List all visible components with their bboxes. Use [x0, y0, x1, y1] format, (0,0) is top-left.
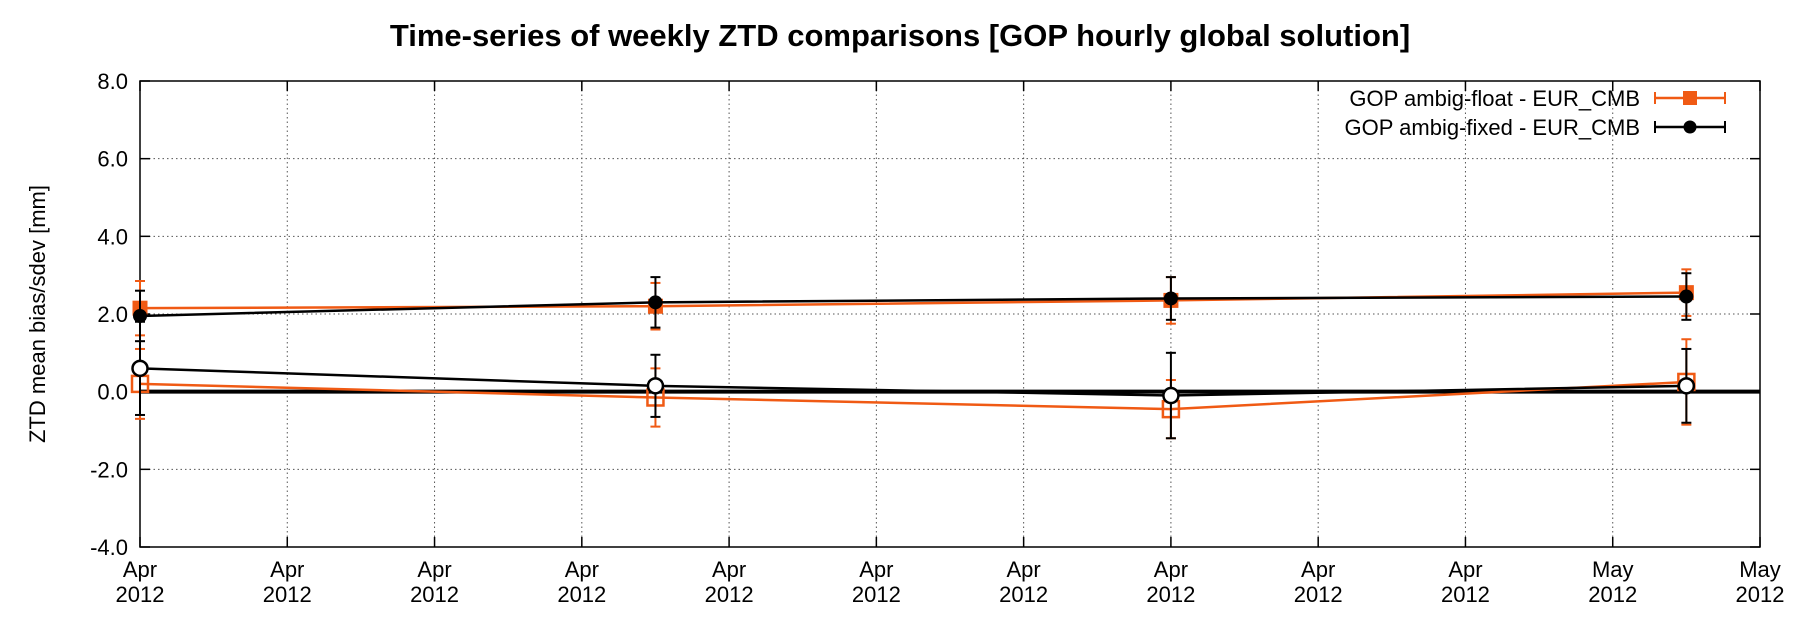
x-tick-year: 2012 [1441, 582, 1490, 607]
x-tick-month: Apr [1301, 557, 1335, 582]
x-tick-month: May [1739, 557, 1781, 582]
x-tick-year: 2012 [1146, 582, 1195, 607]
data-point-circle [648, 295, 663, 310]
x-tick-year: 2012 [410, 582, 459, 607]
series-line-sdev [139, 295, 1687, 318]
legend-marker-square [1683, 91, 1697, 105]
y-tick-labels: -4.0 -2.0 0.0 2.0 4.0 6.0 8.0 [90, 69, 128, 560]
y-tick-label: 4.0 [97, 224, 128, 249]
y-tick-label: 2.0 [97, 302, 128, 327]
x-tick-month: Apr [1154, 557, 1188, 582]
x-tick-month: Apr [565, 557, 599, 582]
x-tick-month: Apr [859, 557, 893, 582]
x-tick-year: 2012 [263, 582, 312, 607]
series-line-bias [139, 367, 1687, 397]
x-tick-month: Apr [1007, 557, 1041, 582]
series-ambig-float [130, 268, 1696, 440]
x-tick-month: Apr [712, 557, 746, 582]
x-tick-year: 2012 [1294, 582, 1343, 607]
x-tick-labels: Apr2012Apr2012Apr2012Apr2012Apr2012Apr20… [116, 557, 1785, 607]
chart-title: Time-series of weekly ZTD comparisons [G… [390, 18, 1410, 53]
x-tick-month: Apr [123, 557, 157, 582]
x-tick-year: 2012 [705, 582, 754, 607]
legend: GOP ambig-float - EUR_CMB GOP ambig-fixed… [1345, 86, 1726, 140]
data-point-circle [133, 308, 147, 323]
legend-label: GOP ambig-float - EUR_CMB [1349, 86, 1640, 111]
data-point-circle [646, 377, 665, 395]
y-tick-label: 8.0 [97, 69, 128, 94]
y-tick-label: 0.0 [97, 380, 128, 405]
y-tick-label: -2.0 [90, 457, 128, 482]
x-tick-year: 2012 [1588, 582, 1637, 607]
series-ambig-fixed [131, 272, 1696, 440]
grid [139, 80, 1761, 548]
x-tick-month: May [1592, 557, 1634, 582]
legend-label: GOP ambig-fixed - EUR_CMB [1345, 115, 1640, 140]
x-tick-year: 2012 [116, 582, 165, 607]
y-tick-label: -4.0 [90, 535, 128, 560]
legend-marker-circle [1683, 120, 1697, 134]
series-layer [130, 268, 1696, 440]
data-point-circle [131, 359, 149, 378]
y-tick-label: 6.0 [97, 147, 128, 172]
x-tick-month: Apr [1448, 557, 1482, 582]
y-axis-label: ZTD mean bias/sdev [mm] [25, 185, 50, 443]
x-tick-year: 2012 [1736, 582, 1785, 607]
x-tick-month: Apr [417, 557, 451, 582]
x-tick-year: 2012 [852, 582, 901, 607]
data-point-circle [1162, 386, 1180, 405]
data-point-circle [1679, 289, 1694, 304]
series-line-bias [139, 380, 1687, 411]
data-point-circle [1677, 377, 1696, 395]
x-tick-month: Apr [270, 557, 304, 582]
data-point-circle [1163, 291, 1178, 306]
x-tick-year: 2012 [557, 582, 606, 607]
x-tick-year: 2012 [999, 582, 1048, 607]
